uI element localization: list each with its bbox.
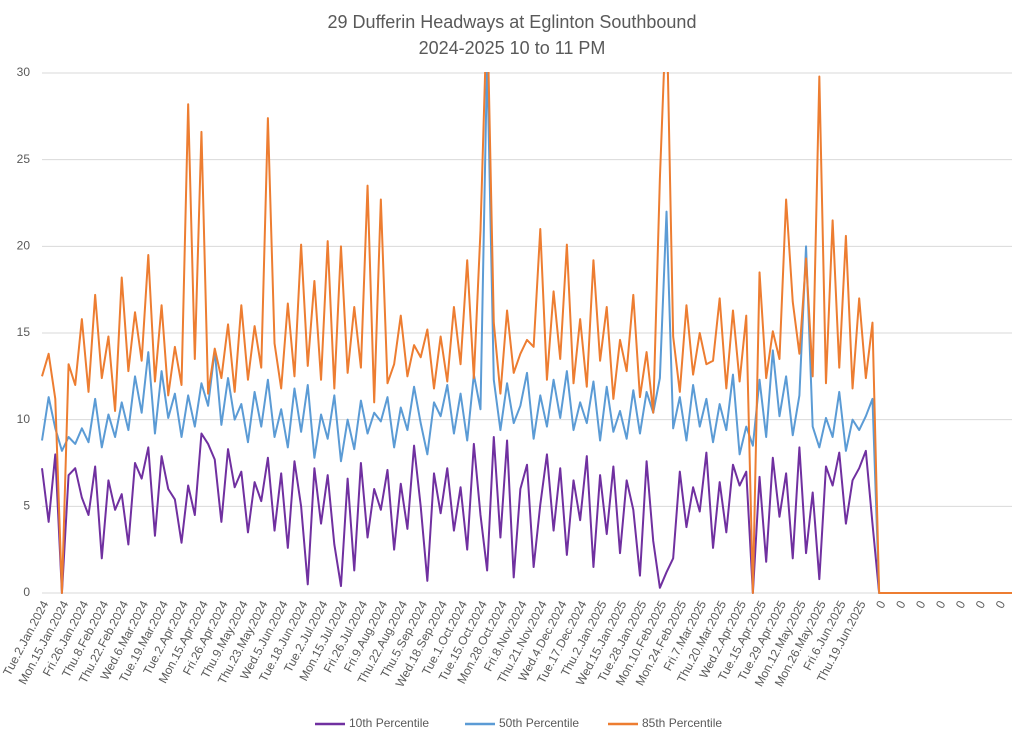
legend-label: 85th Percentile (642, 716, 722, 730)
y-tick-label: 20 (17, 239, 31, 253)
series-line (41, 72, 1012, 594)
legend-label: 10th Percentile (349, 716, 429, 730)
chart-subtitle: 2024-2025 10 to 11 PM (419, 38, 606, 58)
y-tick-label: 5 (23, 499, 30, 513)
x-tick-label: 0 (973, 598, 989, 611)
y-tick-label: 0 (23, 585, 30, 599)
x-tick-label: 0 (993, 598, 1009, 611)
legend-label: 50th Percentile (499, 716, 579, 730)
chart-title: 29 Dufferin Headways at Eglinton Southbo… (328, 12, 697, 32)
x-tick-label: 0 (893, 598, 909, 611)
series-line (41, 72, 1012, 594)
x-tick-label: 0 (953, 598, 969, 611)
y-tick-label: 15 (17, 325, 31, 339)
x-tick-label: 0 (933, 598, 949, 611)
x-tick-label: 0 (913, 598, 929, 611)
y-tick-label: 10 (17, 412, 31, 426)
series-line (41, 432, 1012, 594)
y-tick-label: 30 (17, 65, 31, 79)
plot-area (41, 72, 1012, 594)
y-tick-label: 25 (17, 152, 31, 166)
x-tick-label: 0 (873, 598, 889, 611)
axis: 051015202530Tue.2.Jan.2024Mon.15.Jan.202… (0, 65, 1008, 689)
legend: 10th Percentile 50th Percentile 85th Perce… (315, 716, 722, 730)
